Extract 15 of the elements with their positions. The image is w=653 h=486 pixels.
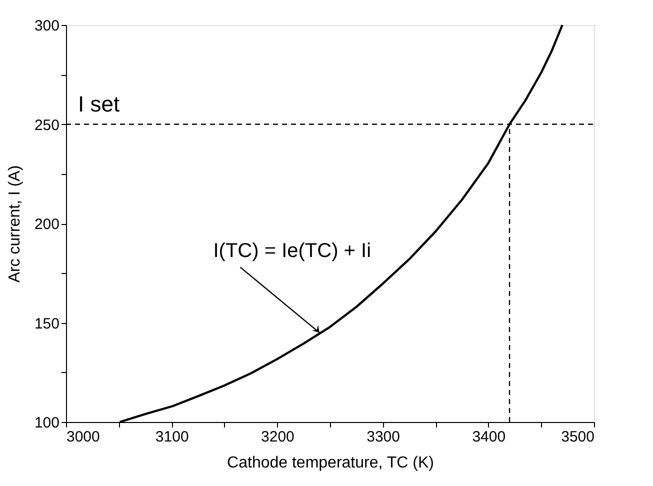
x-tick-label: 3100	[155, 428, 189, 446]
y-tick-label: 200	[34, 216, 60, 233]
x-tick-label: 3000	[66, 428, 100, 446]
y-tick-label: 150	[34, 315, 60, 332]
annotation: I(TC) = Ie(TC) + Ii	[213, 240, 372, 262]
x-tick-label: 3300	[366, 428, 400, 446]
y-tick-label: 300	[34, 18, 60, 34]
x-tick-label: 3500	[561, 428, 594, 446]
y-tick-label: 250	[34, 116, 60, 134]
x-tick-label: 3200	[261, 428, 294, 446]
ref-line-label: I set	[78, 91, 120, 116]
x-tick-label: 3400	[472, 428, 506, 446]
y-axis-title: Arc current, I (A)	[6, 165, 24, 283]
y-tick-label: 100	[34, 414, 60, 432]
x-axis-title: Cathode temperature, TC (K)	[227, 454, 434, 472]
